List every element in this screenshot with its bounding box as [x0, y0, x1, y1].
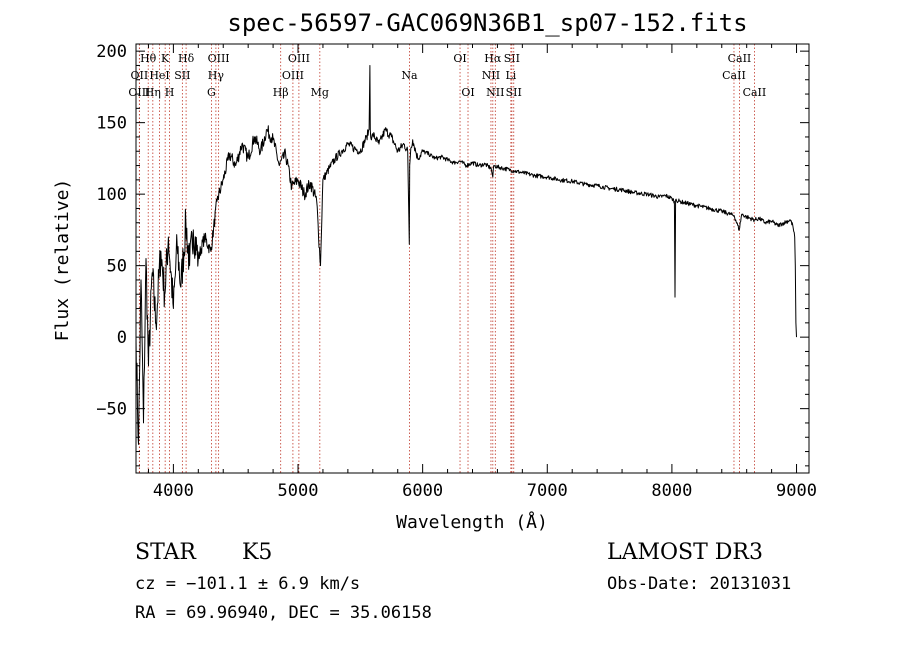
marker-label: OIII	[208, 52, 230, 65]
marker-label: OIII	[128, 86, 150, 99]
marker-label: Hη	[145, 86, 161, 99]
marker-label: SII	[506, 86, 522, 99]
y-tick-label: 100	[96, 185, 127, 205]
marker-label: NII	[482, 69, 500, 82]
x-tick-label: 7000	[527, 481, 568, 501]
y-tick-label: 50	[107, 257, 127, 277]
x-tick-label: 9000	[776, 481, 817, 501]
y-tick-label: 0	[117, 328, 127, 348]
chart-title: spec-56597-GAC069N36B1_sp07-152.fits	[227, 9, 748, 37]
x-tick-label: 5000	[278, 481, 319, 501]
redshift-value: cz = −101.1 ± 6.9 km/s	[135, 574, 361, 594]
y-axis-label: Flux (relative)	[52, 179, 73, 342]
x-axis-label: Wavelength (Å)	[396, 511, 548, 533]
marker-label: Mg	[311, 86, 329, 99]
marker-label: CaII	[743, 86, 767, 99]
marker-label: K	[161, 52, 170, 65]
marker-label: NII	[486, 86, 504, 99]
marker-label: Na	[401, 69, 418, 82]
marker-label: Hγ	[208, 69, 225, 82]
marker-label: OIII	[282, 69, 304, 82]
marker-label: Hθ	[140, 52, 157, 65]
marker-label: Hβ	[273, 86, 289, 99]
marker-label: HeI	[149, 69, 169, 82]
coordinates: RA = 69.96940, DEC = 35.06158	[135, 603, 432, 623]
marker-label: SII	[174, 69, 190, 82]
subclass: K5	[242, 540, 273, 565]
marker-label: SII	[504, 52, 520, 65]
marker-label: OI	[461, 86, 474, 99]
x-tick-label: 6000	[402, 481, 443, 501]
survey-name: LAMOST DR3	[607, 540, 763, 565]
marker-label: H	[165, 86, 175, 99]
y-tick-label: −50	[96, 400, 127, 420]
marker-label: CaII	[728, 52, 752, 65]
obs-date: Obs-Date: 20131031	[607, 574, 792, 594]
marker-label: OI	[453, 52, 466, 65]
marker-label: G	[207, 86, 216, 99]
x-tick-label: 4000	[153, 481, 194, 501]
plot-frame	[135, 43, 810, 474]
y-tick-label: 150	[96, 114, 127, 134]
marker-label: OIII	[288, 52, 310, 65]
axis-ticks: 4000 5000 6000 7000 8000 9000 −50 0 50 100 150 200	[96, 42, 817, 501]
series-layer	[135, 65, 797, 445]
marker-label: CaII	[722, 69, 746, 82]
x-tick-label: 8000	[651, 481, 692, 501]
marker-label: Li	[505, 69, 516, 82]
series-line	[135, 65, 797, 445]
marker-label: Hα	[484, 52, 502, 65]
marker-label: Hδ	[178, 52, 195, 65]
y-tick-label: 200	[96, 42, 127, 62]
object-type: STAR	[135, 540, 196, 565]
